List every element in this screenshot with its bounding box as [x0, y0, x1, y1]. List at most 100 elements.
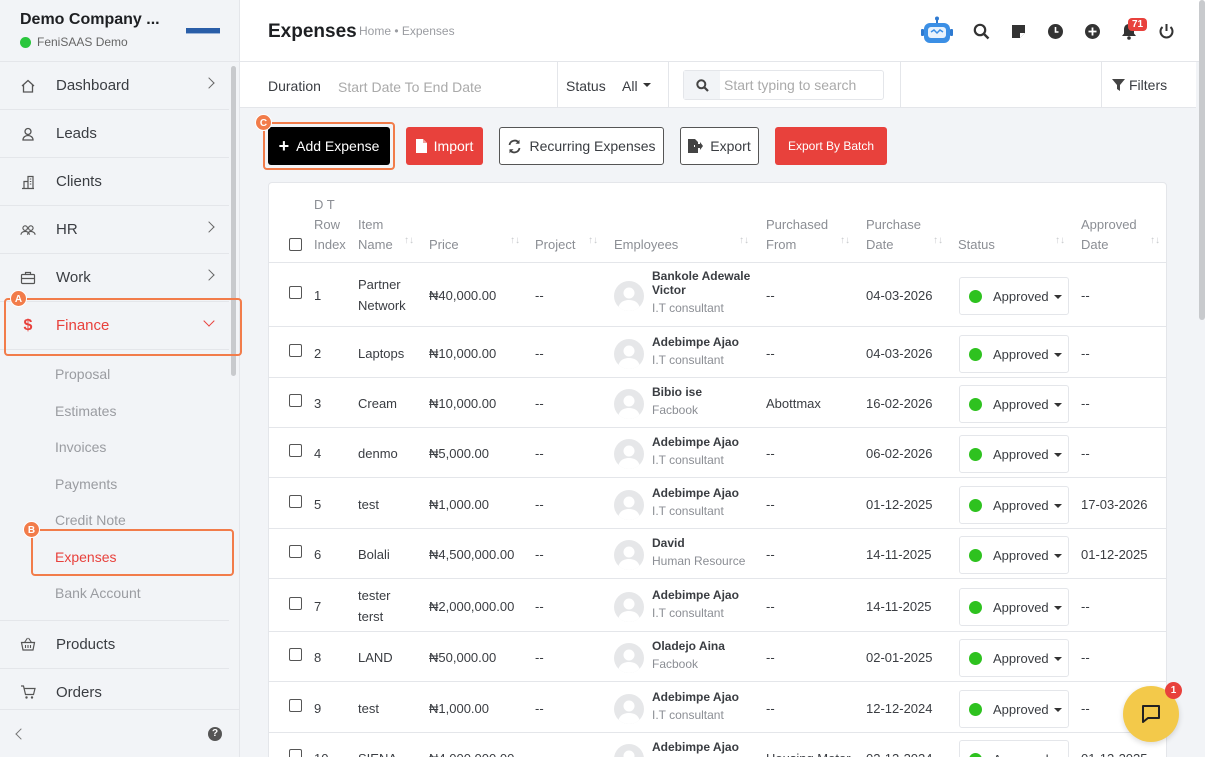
sort-icon[interactable]: ↑↓ [510, 235, 520, 246]
sidebar-item-dashboard[interactable]: Dashboard [0, 62, 229, 110]
sort-icon[interactable]: ↑↓ [588, 235, 598, 246]
col-purchase-date[interactable]: Purchase Date [866, 215, 921, 255]
select-all-checkbox[interactable] [289, 238, 302, 251]
notification-bell-icon[interactable]: 71 [1120, 18, 1148, 40]
row-checkbox[interactable] [289, 596, 302, 610]
sort-icon[interactable]: ↑↓ [739, 235, 749, 246]
sidebar-item-leads[interactable]: Leads [0, 110, 229, 158]
sort-icon[interactable]: ↑↓ [1055, 235, 1065, 246]
sort-icon[interactable]: ↑↓ [404, 235, 414, 246]
table-row: 1 Partner Network ₦40,000.00 -- Bankole Adewa… [269, 263, 1166, 327]
page-scrollbar[interactable] [1199, 0, 1205, 320]
sort-icon[interactable]: ↑↓ [1150, 235, 1160, 246]
sidebar-subitem-invoices[interactable]: Invoices [55, 439, 107, 456]
sidebar-subitem-expenses[interactable]: Expenses [55, 548, 117, 565]
status-dropdown[interactable]: Approved [959, 485, 1069, 524]
sort-icon[interactable]: ↑↓ [933, 235, 943, 246]
chevron-down-icon [642, 83, 651, 87]
row-checkbox[interactable] [289, 444, 302, 457]
help-icon[interactable]: ? [208, 727, 222, 741]
sidebar-item-clients[interactable]: Clients [0, 158, 229, 206]
employee-role: I.T consultant [652, 301, 724, 315]
date-range-picker[interactable]: Start Date To End Date [338, 79, 482, 95]
row-checkbox[interactable] [289, 698, 302, 712]
row-checkbox[interactable] [289, 394, 302, 407]
chat-badge: 1 [1165, 682, 1182, 699]
basket-icon [20, 636, 36, 652]
col-purchased-from[interactable]: Purchased From [766, 215, 828, 255]
employee-name-line: Bankole Adewale [652, 269, 751, 283]
add-expense-button[interactable]: + Add Expense [268, 127, 390, 165]
status-value: Approved [993, 289, 1049, 304]
status-dropdown[interactable]: Approved [959, 435, 1069, 473]
export-button[interactable]: Export [680, 127, 759, 165]
col-row-index[interactable]: Row Index [314, 215, 346, 255]
price: ₦4,500,000.00 [429, 547, 515, 562]
sidebar-subitem-payments[interactable]: Payments [55, 475, 118, 492]
row-checkbox[interactable] [289, 494, 302, 508]
search-input[interactable] [724, 77, 879, 93]
col-status[interactable]: Status [958, 237, 995, 252]
status-dropdown[interactable]: Approved [959, 385, 1069, 423]
sidebar-subitem-credit-note[interactable]: Credit Note [55, 512, 126, 529]
col-item-name[interactable]: Item Name [358, 215, 393, 255]
row-checkbox[interactable] [289, 545, 302, 558]
status-dropdown[interactable]: Approved [959, 277, 1069, 315]
status-dropdown[interactable]: Approved [959, 587, 1069, 626]
import-button[interactable]: Import [406, 127, 483, 165]
clock-icon[interactable] [1046, 22, 1064, 40]
power-icon[interactable] [1157, 22, 1175, 40]
table-row: 2 Laptops ₦10,000.00 -- Adebimpe Ajao I.T con… [269, 327, 1166, 378]
status-dropdown[interactable]: Approved [959, 740, 1069, 757]
col-approved-date[interactable]: Approved Date [1081, 215, 1137, 255]
employee-name-line: Adebimpe Ajao [652, 485, 739, 500]
recurring-expenses-button[interactable]: Recurring Expenses [499, 127, 664, 165]
status-dropdown[interactable]: Approved [959, 689, 1069, 728]
employee-name[interactable]: Adebimpe Ajao [652, 588, 762, 602]
employee-name[interactable]: David [652, 536, 762, 550]
robot-assistant-icon[interactable] [921, 16, 953, 46]
sidebar-item-finance[interactable]: $ Finance [0, 302, 229, 350]
company-switcher[interactable]: Demo Company ... FeniSAAS Demo [0, 0, 239, 62]
sidebar-subitem-bank-account[interactable]: Bank Account [55, 585, 141, 602]
status-dropdown[interactable]: Approved [959, 639, 1069, 677]
col-price[interactable]: Price [429, 237, 459, 252]
col-project[interactable]: Project [535, 237, 576, 252]
sidebar-subitem-estimates[interactable]: Estimates [55, 402, 117, 419]
sidebar-item-label: Work [56, 269, 91, 286]
sort-icon[interactable]: ↑↓ [840, 235, 850, 246]
purchased-from: Housing Motor [766, 748, 851, 757]
employee-name[interactable]: Adebimpe Ajao [652, 335, 762, 349]
purchased-from: -- [766, 598, 775, 614]
status-filter-dropdown[interactable]: All [622, 78, 651, 94]
sticky-note-icon[interactable] [1009, 22, 1027, 40]
sidebar-item-products[interactable]: Products [0, 621, 229, 669]
add-circle-icon[interactable] [1083, 22, 1101, 40]
row-checkbox[interactable] [289, 648, 302, 661]
employee-name[interactable]: Bankole Adewale Victor [652, 269, 762, 297]
employee-name[interactable]: Adebimpe Ajao [652, 486, 762, 500]
row-checkbox[interactable] [289, 286, 302, 299]
sidebar-subitem-proposal[interactable]: Proposal [55, 366, 111, 383]
row-checkbox[interactable] [289, 749, 302, 757]
breadcrumb[interactable]: Home • Expenses [359, 24, 455, 38]
sidebar-item-work[interactable]: Work [0, 254, 229, 302]
filters-button[interactable]: Filters [1112, 77, 1167, 93]
employee-name[interactable]: Adebimpe Ajao [652, 740, 762, 754]
sidebar-scrollbar[interactable] [231, 66, 236, 376]
col-employees[interactable]: Employees [614, 237, 679, 252]
collapse-sidebar-icon[interactable] [15, 728, 27, 740]
status-value: Approved [993, 651, 1049, 666]
sidebar-item-hr[interactable]: HR [0, 206, 229, 254]
status-dropdown[interactable]: Approved [959, 334, 1069, 373]
export-by-batch-button[interactable]: Export By Batch [775, 127, 887, 165]
status-dropdown[interactable]: Approved [959, 536, 1069, 574]
row-checkbox[interactable] [289, 343, 302, 357]
employee-name[interactable]: Bibio ise [652, 385, 762, 399]
chevron-right-icon [203, 221, 215, 233]
employee-name[interactable]: Oladejo Aina [652, 639, 762, 653]
status-value: Approved [993, 599, 1049, 615]
employee-name[interactable]: Adebimpe Ajao [652, 435, 762, 449]
employee-name[interactable]: Adebimpe Ajao [652, 690, 762, 704]
search-icon[interactable] [972, 22, 990, 40]
